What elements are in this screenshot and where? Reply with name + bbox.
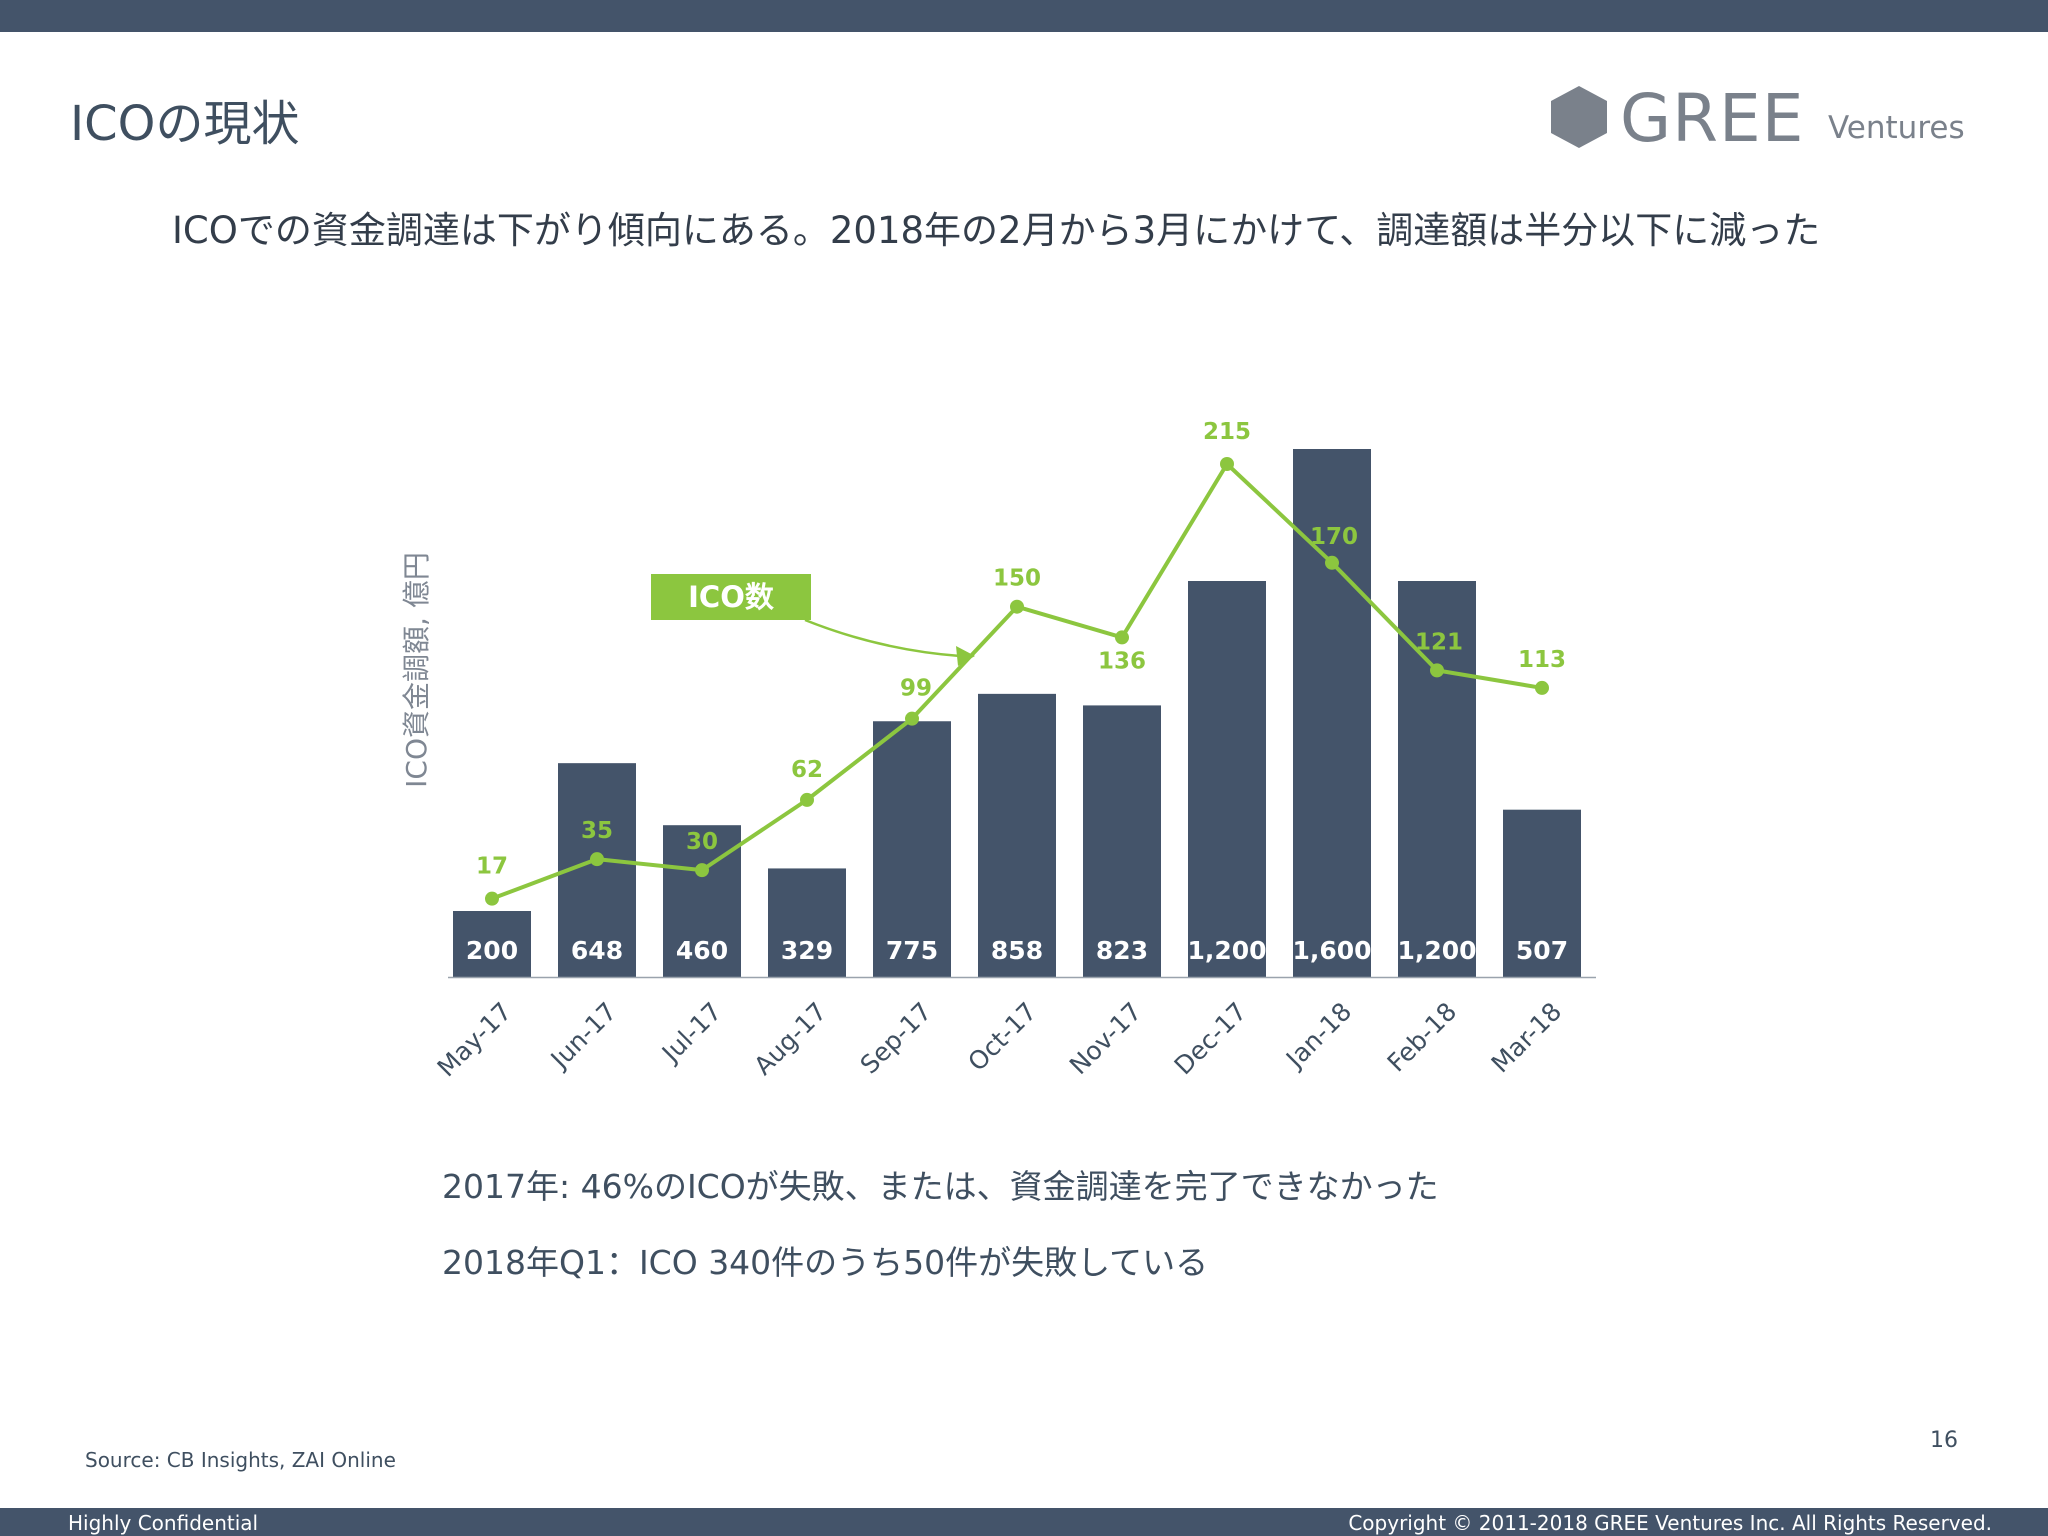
bar [1503, 809, 1581, 977]
x-tick-label: Nov-17 [1064, 997, 1147, 1080]
line-value-label: 17 [476, 854, 508, 880]
line-value-label: 136 [1098, 648, 1146, 674]
source-note: Source: CB Insights, ZAI Online [85, 1448, 396, 1472]
line-value-label: 170 [1310, 524, 1358, 550]
bar-value-label: 1,200 [1397, 936, 1476, 965]
bar-value-label: 823 [1096, 936, 1148, 965]
line-point [590, 852, 604, 867]
x-tick-label: Jul-17 [655, 997, 727, 1069]
line-value-label: 113 [1518, 647, 1566, 673]
x-tick-label: Feb-18 [1382, 997, 1463, 1078]
bottom-bar [0, 1508, 2048, 1536]
line-point [1010, 599, 1024, 614]
bar [768, 868, 846, 977]
bar [453, 911, 531, 977]
line-value-label: 99 [900, 676, 932, 702]
x-tick-label: Aug-17 [748, 997, 832, 1081]
line-point [1220, 457, 1234, 471]
line-value-label: 150 [993, 566, 1041, 592]
note-2017: 2017年: 46%のICOが失敗、または、資金調達を完了できなかった [442, 1167, 1439, 1206]
bar-value-label: 1,600 [1292, 936, 1371, 965]
x-tick-label: Jan-18 [1279, 997, 1357, 1075]
legend-arrow [804, 618, 961, 658]
line-point [905, 711, 919, 726]
line-value-label: 30 [686, 829, 718, 855]
line-point [1430, 663, 1444, 678]
x-tick-label: Dec-17 [1169, 997, 1253, 1081]
page-number: 16 [1930, 1428, 1958, 1453]
bar-value-label: 858 [991, 936, 1043, 965]
line-value-label: 62 [791, 757, 823, 783]
x-tick-label: Oct-17 [962, 997, 1042, 1077]
bar [1083, 705, 1161, 977]
x-tick-label: May-17 [432, 997, 518, 1083]
bar-value-label: 200 [466, 936, 518, 965]
brand-sub: Ventures [1828, 110, 1965, 146]
bar [873, 721, 951, 977]
legend-label: ICO数 [688, 580, 775, 614]
line-point [800, 792, 814, 807]
x-tick-label: Jun-17 [544, 997, 622, 1075]
line-point [485, 891, 499, 906]
x-tick-label: Sep-17 [855, 997, 938, 1080]
confidential-label: Highly Confidential [68, 1511, 259, 1535]
line-value-label: 35 [581, 818, 613, 844]
slide-subtitle: ICOでの資金調達は下がり傾向にある。2018年の2月から3月にかけて、調達額は… [172, 209, 1821, 252]
page-title: ICOの現状 [70, 96, 300, 152]
legend-box [651, 574, 811, 620]
bar-value-label: 460 [676, 936, 728, 965]
note-2018q1: 2018年Q1：ICO 340件のうち50件が失敗している [442, 1243, 1209, 1282]
line-value-label: 215 [1203, 419, 1251, 445]
hexagon-logo-icon [1551, 86, 1607, 148]
top-bar [0, 0, 2048, 32]
bar-value-label: 648 [571, 936, 623, 965]
bar [1188, 581, 1266, 977]
bar-value-label: 329 [781, 936, 833, 965]
line-point [1115, 630, 1129, 645]
line-point [1325, 555, 1339, 570]
line-point [695, 863, 709, 878]
copyright-label: Copyright © 2011-2018 GREE Ventures Inc.… [1348, 1511, 1992, 1535]
line-point [1535, 680, 1549, 695]
bar [978, 693, 1056, 977]
y-axis-label: ICO資金調額, 億円 [400, 552, 433, 788]
brand-name: GREE [1620, 80, 1805, 157]
legend-arrowhead [956, 646, 975, 666]
line-value-label: 121 [1415, 629, 1463, 655]
bar-value-label: 775 [886, 936, 938, 965]
bar-value-label: 1,200 [1187, 936, 1266, 965]
x-tick-label: Mar-18 [1486, 997, 1568, 1079]
brand-logo: GREE Ventures [1548, 80, 1988, 157]
bar [1398, 581, 1476, 977]
bar-value-label: 507 [1516, 936, 1568, 965]
